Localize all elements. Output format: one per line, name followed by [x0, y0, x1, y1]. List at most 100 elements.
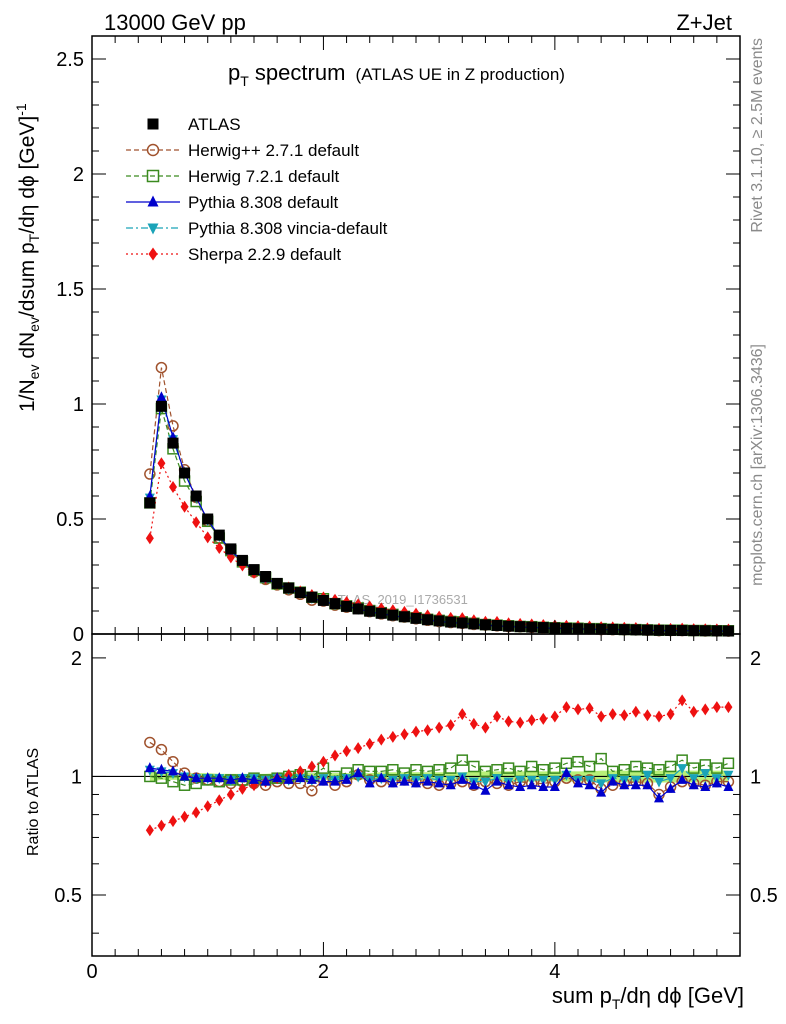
ratio-point-pythia-8-308-default [642, 779, 653, 790]
point-atlas [144, 497, 156, 509]
ratio-point-pythia-8-308-default [341, 773, 352, 784]
main-y-tick-label: 0 [73, 624, 84, 646]
ratio-point-pythia-8-308-default [711, 777, 722, 788]
point-atlas [699, 625, 711, 637]
ratio-point-pythia-8-308-default [607, 775, 618, 786]
main-panel: 0 0.5 1 1.5 2 2.5 ATLAS_2019_I1736531 pT spec… [13, 35, 741, 646]
ratio-point-pythia-8-308-default [168, 765, 178, 776]
ratio-point-pythia-8-308-default [399, 775, 410, 786]
ratio-point-sherpa-2-2-9-default [446, 719, 455, 732]
point-atlas [352, 603, 364, 615]
point-atlas [433, 615, 445, 627]
ratio-point-herwig-2-7-1-default [167, 755, 179, 768]
main-y-axis-label: 1/Nev dNev/dsum pT/dη dϕ [GeV]-1 [13, 103, 42, 412]
point-atlas [445, 616, 457, 628]
ratio-point-pythia-8-308-vincia-default [538, 775, 549, 786]
legend-marker-herwig-2-7-1-default [146, 143, 160, 157]
ratio-point-herwig-7-2-1-default [653, 763, 665, 776]
point-atlas [456, 617, 468, 629]
ratio-point-herwig-7-2-1-default [444, 762, 457, 774]
ratio-point-sherpa-2-2-9-default [655, 710, 663, 723]
ratio-point-sherpa-2-2-9-default [574, 703, 582, 716]
mcplots-label: mcplots.cern.ch [arXiv:1306.3436] [749, 344, 766, 586]
ratio-point-sherpa-2-2-9-default [504, 715, 513, 728]
point-atlas [248, 564, 260, 576]
point-atlas [653, 624, 665, 636]
point-atlas [503, 620, 515, 632]
ratio-point-pythia-8-308-default [214, 772, 225, 783]
ratio-point-pythia-8-308-default [515, 781, 526, 792]
point-atlas [398, 611, 410, 623]
point-atlas [225, 543, 237, 555]
ratio-point-sherpa-2-2-9-default [435, 721, 444, 734]
ratio-point-sherpa-2-2-9-default [400, 728, 409, 741]
ratio-point-herwig-7-2-1-default [595, 752, 607, 765]
ratio-point-sherpa-2-2-9-default [203, 800, 212, 813]
ratio-point-herwig-7-2-1-default [502, 762, 515, 774]
legend-marker-atlas [147, 118, 159, 130]
ratio-point-pythia-8-308-default [318, 775, 329, 786]
ratio-series-group [144, 694, 735, 837]
header-energy-label: 13000 GeV pp [104, 10, 246, 35]
ratio-point-herwig-7-2-1-default [387, 763, 399, 776]
ratio-point-pythia-8-308-default [387, 777, 398, 788]
point-atlas [676, 625, 688, 637]
point-herwig-2-7-1-default [167, 420, 179, 432]
ratio-point-herwig-7-2-1-default [456, 754, 469, 766]
ratio-line-sherpa-2-2-9-default [149, 699, 729, 831]
ratio-point-sherpa-2-2-9-default [215, 794, 224, 807]
point-atlas [317, 594, 329, 606]
ratio-point-sherpa-2-2-9-default [388, 730, 397, 743]
x-axis: 0 2 4 [86, 36, 741, 983]
ratio-point-pythia-8-308-default [584, 779, 595, 790]
point-atlas [294, 587, 306, 599]
legend-label-herwig-7-2-1-default: Herwig 7.2.1 default [188, 167, 339, 186]
ratio-point-herwig-7-2-1-default [468, 760, 480, 773]
point-atlas [422, 614, 434, 626]
ratio-point-herwig-7-2-1-default [572, 755, 584, 768]
ratio-point-pythia-8-308-default [457, 773, 468, 784]
ratio-point-sherpa-2-2-9-default [701, 703, 710, 716]
legend-marker-herwig-7-2-1-default [146, 169, 160, 183]
ratio-series-herwig-2-7-1-default [144, 736, 735, 801]
ratio-point-pythia-8-308-default [225, 773, 236, 784]
point-atlas [167, 437, 179, 449]
ratio-point-pythia-8-308-default [596, 786, 607, 797]
ratio-point-sherpa-2-2-9-default [550, 710, 559, 723]
point-atlas [607, 623, 619, 635]
x-tick-label: 2 [318, 961, 329, 983]
ratio-point-sherpa-2-2-9-default [493, 710, 501, 723]
ratio-point-pythia-8-308-default [445, 779, 456, 790]
watermark-label: ATLAS_2019_I1736531 [330, 592, 468, 607]
ratio-point-pythia-8-308-default [249, 773, 259, 784]
point-atlas [537, 622, 549, 634]
ratio-point-sherpa-2-2-9-default [192, 806, 201, 819]
ratio-point-pythia-8-308-default [364, 777, 375, 788]
point-atlas [514, 621, 526, 633]
x-tick-label: 4 [549, 961, 560, 983]
ratio-point-sherpa-2-2-9-default [377, 733, 386, 746]
ratio-point-sherpa-2-2-9-default [689, 705, 698, 718]
ratio-point-sherpa-2-2-9-default [238, 782, 247, 795]
ratio-point-pythia-8-308-default [573, 777, 583, 788]
point-sherpa-2-2-9-default [215, 541, 224, 554]
ratio-y-tick-label-right: 2 [750, 648, 761, 670]
legend-marker-pythia-8-308-vincia-default [147, 223, 159, 235]
header-process-label: Z+Jet [676, 10, 732, 35]
ratio-point-sherpa-2-2-9-default [412, 725, 420, 738]
ratio-point-pythia-8-308-default [191, 772, 202, 783]
point-atlas [387, 609, 399, 621]
point-atlas [271, 577, 283, 589]
point-atlas [560, 622, 572, 634]
legend-marker-sherpa-2-2-9-default [148, 247, 158, 261]
ratio-point-sherpa-2-2-9-default [678, 694, 687, 707]
ratio-point-pythia-8-308-default [538, 781, 549, 792]
point-sherpa-2-2-9-default [203, 531, 212, 544]
ratio-point-pythia-8-308-default [561, 767, 572, 778]
main-y-tick-label: 1 [73, 394, 84, 416]
main-y-tick-label: 2.5 [56, 49, 84, 71]
ratio-point-pythia-8-308-default [422, 775, 433, 786]
ratio-point-herwig-7-2-1-default [433, 763, 445, 776]
point-herwig-2-7-1-default [155, 361, 168, 374]
